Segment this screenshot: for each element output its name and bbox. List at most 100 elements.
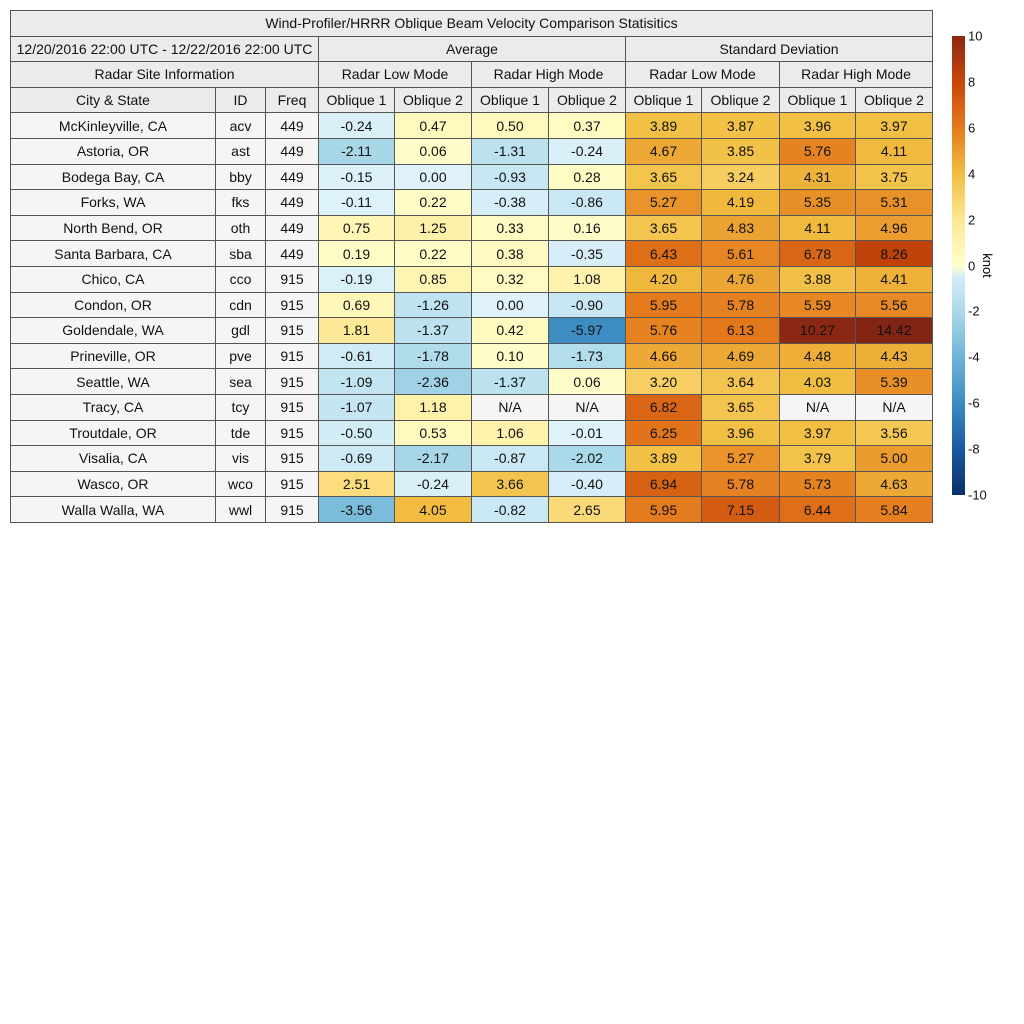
column-header: Oblique 2 bbox=[394, 86, 472, 114]
std-high-mode: Radar High Mode bbox=[779, 61, 933, 88]
value-cell: 0.69 bbox=[318, 291, 395, 319]
value-cell: -0.35 bbox=[548, 240, 626, 267]
avg-high-mode: Radar High Mode bbox=[471, 61, 626, 88]
column-header: Oblique 1 bbox=[318, 86, 395, 114]
column-header: Freq bbox=[265, 86, 319, 114]
freq-cell: 449 bbox=[265, 163, 319, 191]
freq-cell: 915 bbox=[265, 342, 319, 370]
value-cell: 4.96 bbox=[855, 214, 933, 242]
city-cell: Forks, WA bbox=[10, 189, 216, 216]
colorbar-tick: -8 bbox=[968, 441, 980, 457]
colorbar-tick: 6 bbox=[968, 120, 976, 136]
id-cell: ast bbox=[215, 137, 266, 165]
value-cell: -1.78 bbox=[394, 342, 472, 370]
value-cell: 3.64 bbox=[701, 368, 780, 395]
value-cell: -0.40 bbox=[548, 470, 626, 498]
value-cell: N/A bbox=[548, 393, 626, 421]
value-cell: -2.36 bbox=[394, 368, 472, 395]
id-cell: sba bbox=[215, 240, 266, 267]
value-cell: -2.17 bbox=[394, 445, 472, 472]
value-cell: 3.97 bbox=[779, 419, 856, 447]
value-cell: 5.59 bbox=[779, 291, 856, 319]
value-cell: 0.00 bbox=[471, 291, 549, 319]
value-cell: 4.83 bbox=[701, 214, 780, 242]
value-cell: 0.47 bbox=[394, 112, 472, 139]
value-cell: 1.06 bbox=[471, 419, 549, 447]
value-cell: 0.06 bbox=[394, 137, 472, 165]
value-cell: 6.82 bbox=[625, 393, 702, 421]
value-cell: 3.24 bbox=[701, 163, 780, 191]
value-cell: 0.53 bbox=[394, 419, 472, 447]
table-row: Tracy, CA tcy 915 -1.07 1.18 N/A N/A 6.82 3.65 N/… bbox=[10, 393, 933, 421]
avg-low-mode: Radar Low Mode bbox=[318, 61, 472, 88]
freq-cell: 915 bbox=[265, 496, 319, 523]
id-cell: fks bbox=[215, 189, 266, 216]
value-cell: -2.11 bbox=[318, 137, 395, 165]
table-row: Visalia, CA vis 915 -0.69 -2.17 -0.87 -2.02 3.8… bbox=[10, 445, 933, 472]
value-cell: 5.78 bbox=[701, 470, 780, 498]
freq-cell: 915 bbox=[265, 393, 319, 421]
value-cell: -0.93 bbox=[471, 163, 549, 191]
site-info-header: Radar Site Information bbox=[10, 61, 319, 88]
value-cell: 0.85 bbox=[394, 265, 472, 293]
value-cell: -0.61 bbox=[318, 342, 395, 370]
id-cell: acv bbox=[215, 112, 266, 139]
value-cell: 0.22 bbox=[394, 240, 472, 267]
value-cell: 4.67 bbox=[625, 137, 702, 165]
value-cell: N/A bbox=[779, 393, 856, 421]
value-cell: 1.25 bbox=[394, 214, 472, 242]
value-cell: -0.87 bbox=[471, 445, 549, 472]
value-cell: -5.97 bbox=[548, 317, 626, 344]
id-cell: pve bbox=[215, 342, 266, 370]
value-cell: 3.65 bbox=[625, 214, 702, 242]
value-cell: -1.31 bbox=[471, 137, 549, 165]
city-cell: North Bend, OR bbox=[10, 214, 216, 242]
value-cell: 5.76 bbox=[625, 317, 702, 344]
id-cell: tde bbox=[215, 419, 266, 447]
value-cell: 5.73 bbox=[779, 470, 856, 498]
value-cell: 3.97 bbox=[855, 112, 933, 139]
id-cell: vis bbox=[215, 445, 266, 472]
table-row: Santa Barbara, CA sba 449 0.19 0.22 0.38 -0.35… bbox=[10, 240, 933, 267]
value-cell: 3.79 bbox=[779, 445, 856, 472]
value-cell: 0.00 bbox=[394, 163, 472, 191]
city-cell: Bodega Bay, CA bbox=[10, 163, 216, 191]
column-header: Oblique 2 bbox=[855, 86, 933, 114]
table-row: Prineville, OR pve 915 -0.61 -1.78 0.10 -1.73 4… bbox=[10, 342, 933, 370]
value-cell: 2.51 bbox=[318, 470, 395, 498]
value-cell: 4.11 bbox=[855, 137, 933, 165]
colorbar bbox=[952, 36, 965, 495]
value-cell: N/A bbox=[471, 393, 549, 421]
freq-cell: 915 bbox=[265, 368, 319, 395]
table-row: Astoria, OR ast 449 -2.11 0.06 -1.31 -0.24 4.67… bbox=[10, 137, 933, 165]
value-cell: 5.39 bbox=[855, 368, 933, 395]
freq-cell: 915 bbox=[265, 291, 319, 319]
value-cell: 3.75 bbox=[855, 163, 933, 191]
id-cell: tcy bbox=[215, 393, 266, 421]
period-label: 12/20/2016 22:00 UTC - 12/22/2016 22:00 … bbox=[10, 35, 319, 63]
city-cell: Seattle, WA bbox=[10, 368, 216, 395]
id-cell: cco bbox=[215, 265, 266, 293]
column-header: City & State bbox=[10, 86, 216, 114]
value-cell: 4.76 bbox=[701, 265, 780, 293]
value-cell: 3.20 bbox=[625, 368, 702, 395]
value-cell: 0.28 bbox=[548, 163, 626, 191]
colorbar-tick: -10 bbox=[968, 487, 987, 503]
value-cell: 10.27 bbox=[779, 317, 856, 344]
value-cell: 6.13 bbox=[701, 317, 780, 344]
value-cell: -0.50 bbox=[318, 419, 395, 447]
value-cell: 3.56 bbox=[855, 419, 933, 447]
value-cell: 0.42 bbox=[471, 317, 549, 344]
value-cell: 4.66 bbox=[625, 342, 702, 370]
value-cell: -1.07 bbox=[318, 393, 395, 421]
value-cell: 5.84 bbox=[855, 496, 933, 523]
value-cell: 14.42 bbox=[855, 317, 933, 344]
value-cell: 3.89 bbox=[625, 445, 702, 472]
std-low-mode: Radar Low Mode bbox=[625, 61, 780, 88]
value-cell: -0.90 bbox=[548, 291, 626, 319]
value-cell: 4.69 bbox=[701, 342, 780, 370]
value-cell: 4.03 bbox=[779, 368, 856, 395]
value-cell: 5.61 bbox=[701, 240, 780, 267]
freq-cell: 449 bbox=[265, 112, 319, 139]
city-cell: Goldendale, WA bbox=[10, 317, 216, 344]
